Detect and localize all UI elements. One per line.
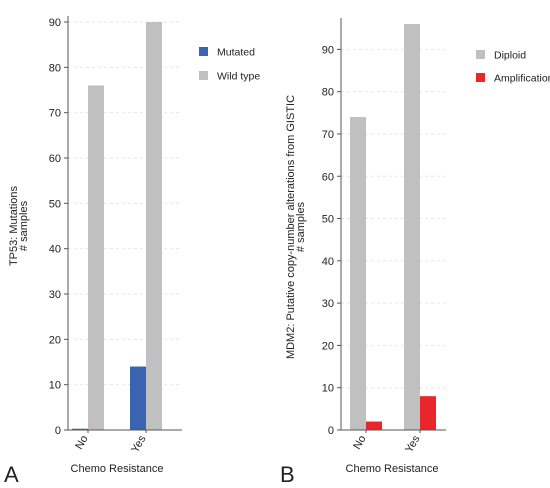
x-tick-label: Yes [403, 433, 423, 455]
y-tick-label: 60 [322, 171, 334, 183]
y-axis-title: # samples [18, 200, 30, 251]
y-tick-label: 0 [55, 425, 61, 437]
y-tick-label: 0 [328, 425, 334, 437]
legend-label: Mutated [217, 47, 255, 59]
panel-letter: B [280, 462, 295, 487]
x-axis-title: Chemo Resistance [346, 463, 439, 475]
y-tick-label: 10 [49, 380, 61, 392]
y-tick-label: 20 [49, 334, 61, 346]
y-tick-label: 50 [49, 198, 61, 210]
legend-swatch [199, 71, 208, 80]
y-tick-label: 20 [322, 340, 334, 352]
legend-swatch [199, 47, 208, 56]
legend-swatch [476, 50, 485, 59]
bar [420, 396, 436, 430]
y-tick-label: 90 [49, 17, 61, 29]
legend-label: Diploid [494, 50, 526, 62]
y-tick-label: 10 [322, 383, 334, 395]
legend-label: Wild type [217, 71, 260, 83]
y-tick-label: 50 [322, 214, 334, 226]
y-axis-title: TP53: Mutations [8, 185, 20, 266]
bar [404, 24, 420, 430]
panel-letter: A [4, 462, 19, 487]
y-axis-title: # samples [295, 201, 307, 252]
panel-a: 0 10 20 30 40 50 60 70 80 90 No Yes Chemo Resistance… [4, 16, 260, 487]
bar [366, 421, 382, 430]
y-tick-label: 80 [322, 87, 334, 99]
bar [130, 366, 146, 430]
bar [350, 117, 366, 431]
y-axis-title: MDM2: Putative copy-number alterations f… [285, 95, 297, 359]
y-tick-label: 80 [49, 62, 61, 74]
panel-b: 0 10 20 30 40 50 60 70 80 90 No Yes Chemo Resistance… [280, 18, 550, 487]
y-tick-label: 40 [322, 256, 334, 268]
y-tick-label: 30 [322, 298, 334, 310]
legend-swatch [476, 73, 485, 82]
x-tick-label: Yes [129, 433, 149, 455]
y-tick-label: 90 [322, 44, 334, 56]
x-tick-label: No [73, 434, 90, 452]
y-tick-label: 60 [49, 153, 61, 165]
y-tick-label: 70 [49, 108, 61, 120]
bar [146, 22, 162, 430]
x-axis-title: Chemo Resistance [71, 463, 164, 475]
x-tick-label: No [351, 434, 368, 452]
y-tick-label: 30 [49, 289, 61, 301]
y-tick-label: 40 [49, 244, 61, 256]
y-tick-label: 70 [322, 129, 334, 141]
legend-label: Amplification [494, 73, 550, 85]
bar [88, 85, 104, 430]
